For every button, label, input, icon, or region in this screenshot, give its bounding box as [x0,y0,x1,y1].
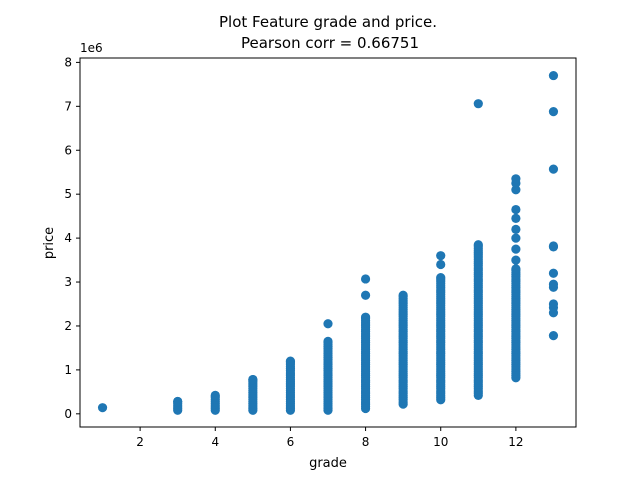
data-point [360,312,371,322]
data-point [548,70,559,81]
data-point [511,174,521,184]
y-tick-label: 7 [64,99,72,113]
y-tick-label: 4 [64,231,72,245]
data-point [548,279,559,289]
data-point [548,331,559,341]
data-point [323,336,333,346]
y-tick-label: 5 [64,187,72,201]
x-tick-label: 10 [433,435,448,449]
y-tick-label: 8 [64,55,72,69]
chart-title-line1: Plot Feature grade and price. [219,13,437,31]
data-point [173,396,183,407]
data-point [285,356,296,366]
data-point [548,299,559,309]
data-point [548,164,559,174]
y-tick-label: 3 [64,275,72,289]
data-point [511,233,521,243]
data-points [97,70,559,415]
y-tick-label: 0 [64,407,72,421]
data-point [511,264,521,274]
x-tick-label: 6 [287,435,295,449]
data-point [511,244,521,254]
data-point [360,290,371,300]
data-point [548,268,559,278]
x-tick-label: 8 [362,435,370,449]
data-point [323,319,333,329]
x-tick-label: 12 [508,435,523,449]
x-tick-label: 4 [211,435,219,449]
data-point [398,290,408,300]
data-point [511,224,521,234]
data-point [360,274,371,284]
data-point [473,99,483,109]
x-axis-ticks: 2 4 6 8 10 12 [136,427,524,449]
data-point [548,241,559,251]
data-point [97,403,108,413]
data-point [473,240,483,250]
data-point [548,106,559,117]
y-tick-label: 2 [64,319,72,333]
data-point [511,204,521,215]
plot-frame [79,57,577,428]
data-point [436,273,446,283]
data-point [511,213,521,223]
data-point [210,390,220,400]
y-offset-text: 1e6 [80,41,103,55]
data-point [436,251,446,261]
data-point [511,185,521,195]
data-point [436,259,446,270]
chart-title-line2: Pearson corr = 0.66751 [241,34,419,52]
y-tick-label: 1 [64,363,72,377]
y-axis-ticks: 0 1 2 3 4 5 6 7 8 [64,55,80,421]
x-axis-label: grade [309,456,347,471]
y-axis-label: price [42,227,57,259]
y-tick-label: 6 [64,143,72,157]
data-point [248,374,258,385]
data-point [511,255,521,265]
x-tick-label: 2 [136,435,144,449]
